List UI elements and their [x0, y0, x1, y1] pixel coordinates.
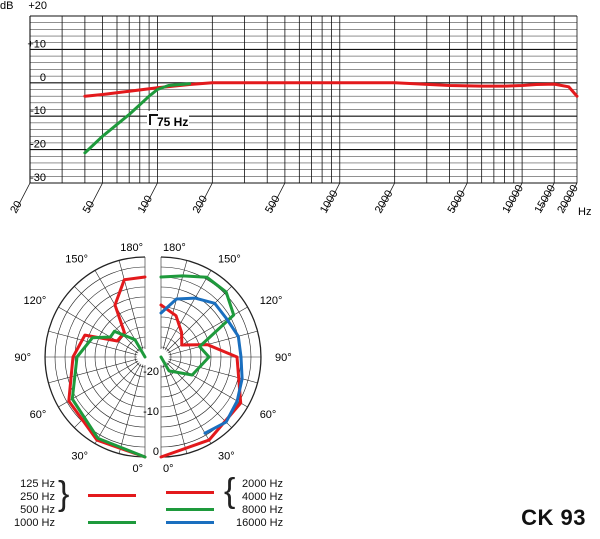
model-name: CK 93	[521, 505, 586, 530]
fr-x-slant-tick	[143, 182, 158, 211]
polar-spoke	[160, 356, 232, 428]
polar-spoke	[48, 330, 146, 358]
legend-swatch-1000-green	[88, 521, 136, 524]
legend-brace-right: {	[224, 472, 236, 510]
fr-x-tick-label: 2000	[373, 188, 396, 215]
polar-spoke	[58, 306, 146, 358]
polar-spoke	[160, 356, 248, 408]
fr-x-slant-tick	[15, 182, 31, 211]
polar-angle-label: 30°	[71, 451, 88, 463]
polar-curve-right-2	[159, 296, 244, 435]
fr-y-tick-label: -30	[30, 172, 46, 184]
fr-x-tick-label: 15000	[532, 183, 558, 215]
fr-x-slant-tick	[88, 182, 103, 211]
annotation-text: 75 Hz	[157, 115, 188, 129]
polar-angle-label: 90°	[275, 352, 292, 364]
polar-angle-label: 90°	[14, 352, 31, 364]
fr-y-tick-label: +10	[27, 38, 46, 50]
polar-spoke	[118, 356, 146, 454]
fr-x-tick-label: 10000	[500, 183, 526, 215]
fr-x-tick-label: 20	[8, 199, 25, 216]
annotation-75hz: 75 Hz	[147, 111, 189, 129]
fr-x-tick-label: 500	[263, 194, 283, 216]
polar-curve-left-1	[70, 329, 147, 459]
legend-label-1000hz: 1000 Hz	[14, 517, 55, 529]
legend-label-125hz: 125 Hz	[20, 478, 55, 490]
fr-x-slant-tick	[452, 182, 468, 211]
frequency-response-chart: dB Hz +20 +10 0 -10 -20 -30 20 50 100 200 500 1000…	[0, 0, 591, 218]
fr-series-line-0	[83, 81, 579, 98]
polar-spoke	[74, 356, 146, 428]
fr-y-tick-label: 0	[40, 72, 46, 84]
legend-label-4000hz: 4000 Hz	[242, 491, 283, 503]
polar-spoke	[160, 356, 188, 454]
fr-x-tick-label: 100	[136, 194, 156, 216]
legend-brace-left: }	[58, 475, 70, 513]
legend-swatch-low-red	[88, 494, 136, 497]
fr-y-tick-label: +20	[28, 0, 47, 12]
polar-chart: 0° 0° 30° 30° 60° 60° 90° 90° 120° 120° 150° 150° 18…	[14, 242, 291, 474]
polar-spoke	[48, 356, 146, 384]
fr-x-tick-label: 200	[191, 194, 211, 216]
fr-x-slant-tick	[380, 182, 396, 211]
annotation-marker	[149, 114, 158, 125]
polar-angle-label: 60°	[30, 409, 47, 421]
polar-spoke	[94, 356, 146, 444]
legend-swatch-high-red	[166, 491, 214, 494]
fr-x-tick-label: 5000	[445, 188, 468, 215]
polar-angle-label: 30°	[218, 451, 235, 463]
polar-angle-label: 180°	[120, 242, 143, 254]
fr-y-tick-labels: +20 +10 0 -10 -20 -30	[27, 0, 47, 184]
polar-spoke	[74, 286, 146, 358]
fr-x-slant-tick	[562, 182, 578, 211]
polar-curve-right-0	[159, 303, 243, 459]
fr-y-tick-label: -20	[30, 139, 46, 151]
polar-angle-label: 0°	[163, 463, 174, 474]
polar-angle-label: 0°	[132, 463, 143, 474]
fr-x-slant-tick	[539, 182, 555, 211]
fr-x-slant-tick	[270, 182, 286, 211]
polar-db-label: -10	[143, 406, 159, 418]
polar-db-label: -20	[143, 366, 159, 378]
polar-angle-label: 120°	[24, 295, 47, 307]
y-unit-label: dB	[0, 0, 13, 12]
polar-left-half	[44, 256, 153, 459]
legend-label-500hz: 500 Hz	[20, 504, 55, 516]
polar-spoke	[118, 260, 146, 358]
fr-series	[83, 81, 579, 155]
polar-db-label: 0	[153, 446, 159, 458]
fr-x-slant-tick	[507, 182, 523, 211]
polar-spoke	[160, 286, 232, 358]
fr-x-tick-label: 1000	[318, 188, 341, 215]
polar-spoke	[160, 270, 212, 358]
polar-right-half	[153, 256, 262, 459]
legend-label-8000hz: 8000 Hz	[242, 504, 283, 516]
fr-x-slant-tick	[325, 182, 341, 211]
polar-angle-label: 120°	[260, 295, 283, 307]
polar-angle-label: 150°	[218, 253, 241, 265]
fr-series-line-1	[83, 82, 192, 155]
legend-label-250hz: 250 Hz	[20, 491, 55, 503]
fr-x-slant-tick	[197, 182, 213, 211]
legend-swatch-8000-green	[166, 508, 214, 511]
polar-labels: 0° 0° 30° 30° 60° 60° 90° 90° 120° 120° 150° 150° 18…	[14, 242, 291, 474]
legend-swatch-16000-blue	[166, 521, 214, 524]
polar-curve-right-1	[159, 274, 236, 377]
fr-gridlines	[15, 15, 578, 211]
polar-angle-label: 180°	[163, 242, 186, 254]
legend-label-2000hz: 2000 Hz	[242, 478, 283, 490]
fr-y-tick-label: -10	[30, 105, 46, 117]
legend: 125 Hz 250 Hz 500 Hz 1000 Hz } { 2000 Hz…	[0, 474, 600, 539]
polar-angle-label: 150°	[65, 253, 88, 265]
fr-x-tick-label: 50	[81, 199, 98, 216]
polar-angle-label: 60°	[260, 409, 277, 421]
x-unit-label: Hz	[578, 206, 591, 218]
legend-label-16000hz: 16000 Hz	[236, 517, 284, 529]
